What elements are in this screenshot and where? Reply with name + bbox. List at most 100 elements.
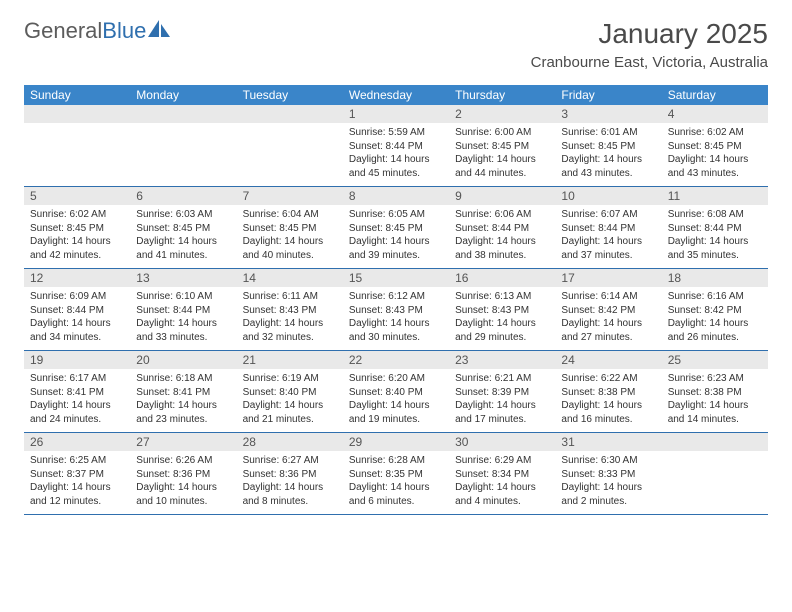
day-number: 3 bbox=[555, 105, 661, 123]
sunrise-line: Sunrise: 6:18 AM bbox=[136, 372, 230, 386]
day-number: 1 bbox=[343, 105, 449, 123]
sunset-line: Sunset: 8:33 PM bbox=[561, 468, 655, 482]
day-number: 24 bbox=[555, 351, 661, 369]
sunrise-line: Sunrise: 6:13 AM bbox=[455, 290, 549, 304]
day-body: Sunrise: 6:08 AMSunset: 8:44 PMDaylight:… bbox=[662, 205, 768, 268]
calendar-cell: 14Sunrise: 6:11 AMSunset: 8:43 PMDayligh… bbox=[237, 269, 343, 351]
sunset-line: Sunset: 8:44 PM bbox=[668, 222, 762, 236]
sunset-line: Sunset: 8:39 PM bbox=[455, 386, 549, 400]
day-body-empty bbox=[237, 123, 343, 184]
logo-text-general: General bbox=[24, 18, 102, 44]
sunset-line: Sunset: 8:45 PM bbox=[30, 222, 124, 236]
day-body: Sunrise: 5:59 AMSunset: 8:44 PMDaylight:… bbox=[343, 123, 449, 186]
sunrise-line: Sunrise: 6:22 AM bbox=[561, 372, 655, 386]
calendar-cell: 2Sunrise: 6:00 AMSunset: 8:45 PMDaylight… bbox=[449, 105, 555, 187]
day-number: 25 bbox=[662, 351, 768, 369]
daylight-line: Daylight: 14 hours and 24 minutes. bbox=[30, 399, 124, 426]
daylight-line: Daylight: 14 hours and 6 minutes. bbox=[349, 481, 443, 508]
day-number: 18 bbox=[662, 269, 768, 287]
daylight-line: Daylight: 14 hours and 44 minutes. bbox=[455, 153, 549, 180]
calendar-week-row: 12Sunrise: 6:09 AMSunset: 8:44 PMDayligh… bbox=[24, 269, 768, 351]
day-body: Sunrise: 6:25 AMSunset: 8:37 PMDaylight:… bbox=[24, 451, 130, 514]
sunset-line: Sunset: 8:35 PM bbox=[349, 468, 443, 482]
page-title: January 2025 bbox=[531, 18, 768, 50]
sunset-line: Sunset: 8:45 PM bbox=[243, 222, 337, 236]
day-number-empty bbox=[662, 433, 768, 451]
sunrise-line: Sunrise: 6:08 AM bbox=[668, 208, 762, 222]
sunset-line: Sunset: 8:36 PM bbox=[243, 468, 337, 482]
sunset-line: Sunset: 8:38 PM bbox=[668, 386, 762, 400]
sunset-line: Sunset: 8:43 PM bbox=[455, 304, 549, 318]
sunrise-line: Sunrise: 6:02 AM bbox=[30, 208, 124, 222]
calendar-week-row: 19Sunrise: 6:17 AMSunset: 8:41 PMDayligh… bbox=[24, 351, 768, 433]
calendar-cell: 18Sunrise: 6:16 AMSunset: 8:42 PMDayligh… bbox=[662, 269, 768, 351]
day-body: Sunrise: 6:18 AMSunset: 8:41 PMDaylight:… bbox=[130, 369, 236, 432]
sunset-line: Sunset: 8:45 PM bbox=[455, 140, 549, 154]
daylight-line: Daylight: 14 hours and 42 minutes. bbox=[30, 235, 124, 262]
daylight-line: Daylight: 14 hours and 17 minutes. bbox=[455, 399, 549, 426]
calendar-cell: 31Sunrise: 6:30 AMSunset: 8:33 PMDayligh… bbox=[555, 433, 661, 515]
location-subtitle: Cranbourne East, Victoria, Australia bbox=[531, 54, 768, 71]
day-number: 19 bbox=[24, 351, 130, 369]
day-number: 21 bbox=[237, 351, 343, 369]
calendar-cell: 23Sunrise: 6:21 AMSunset: 8:39 PMDayligh… bbox=[449, 351, 555, 433]
sunset-line: Sunset: 8:43 PM bbox=[349, 304, 443, 318]
calendar-cell: 9Sunrise: 6:06 AMSunset: 8:44 PMDaylight… bbox=[449, 187, 555, 269]
sunrise-line: Sunrise: 6:17 AM bbox=[30, 372, 124, 386]
calendar-week-row: 5Sunrise: 6:02 AMSunset: 8:45 PMDaylight… bbox=[24, 187, 768, 269]
calendar-cell bbox=[24, 105, 130, 187]
day-body: Sunrise: 6:10 AMSunset: 8:44 PMDaylight:… bbox=[130, 287, 236, 350]
daylight-line: Daylight: 14 hours and 23 minutes. bbox=[136, 399, 230, 426]
sunrise-line: Sunrise: 6:28 AM bbox=[349, 454, 443, 468]
calendar-cell: 27Sunrise: 6:26 AMSunset: 8:36 PMDayligh… bbox=[130, 433, 236, 515]
sunrise-line: Sunrise: 6:21 AM bbox=[455, 372, 549, 386]
sunset-line: Sunset: 8:41 PM bbox=[30, 386, 124, 400]
sunrise-line: Sunrise: 6:04 AM bbox=[243, 208, 337, 222]
calendar-cell: 21Sunrise: 6:19 AMSunset: 8:40 PMDayligh… bbox=[237, 351, 343, 433]
sunrise-line: Sunrise: 6:14 AM bbox=[561, 290, 655, 304]
daylight-line: Daylight: 14 hours and 40 minutes. bbox=[243, 235, 337, 262]
daylight-line: Daylight: 14 hours and 10 minutes. bbox=[136, 481, 230, 508]
day-body: Sunrise: 6:11 AMSunset: 8:43 PMDaylight:… bbox=[237, 287, 343, 350]
daylight-line: Daylight: 14 hours and 8 minutes. bbox=[243, 481, 337, 508]
calendar-cell: 25Sunrise: 6:23 AMSunset: 8:38 PMDayligh… bbox=[662, 351, 768, 433]
day-number: 6 bbox=[130, 187, 236, 205]
day-number-empty bbox=[130, 105, 236, 123]
dayname-friday: Friday bbox=[555, 85, 661, 105]
day-body: Sunrise: 6:05 AMSunset: 8:45 PMDaylight:… bbox=[343, 205, 449, 268]
day-number: 9 bbox=[449, 187, 555, 205]
sunrise-line: Sunrise: 5:59 AM bbox=[349, 126, 443, 140]
calendar-table: SundayMondayTuesdayWednesdayThursdayFrid… bbox=[24, 85, 768, 515]
calendar-body: 1Sunrise: 5:59 AMSunset: 8:44 PMDaylight… bbox=[24, 105, 768, 515]
sunset-line: Sunset: 8:44 PM bbox=[349, 140, 443, 154]
day-number: 26 bbox=[24, 433, 130, 451]
day-body: Sunrise: 6:09 AMSunset: 8:44 PMDaylight:… bbox=[24, 287, 130, 350]
logo-text-blue: Blue bbox=[102, 18, 146, 44]
sunset-line: Sunset: 8:40 PM bbox=[349, 386, 443, 400]
daylight-line: Daylight: 14 hours and 34 minutes. bbox=[30, 317, 124, 344]
day-number: 16 bbox=[449, 269, 555, 287]
dayname-monday: Monday bbox=[130, 85, 236, 105]
day-number: 15 bbox=[343, 269, 449, 287]
day-number: 22 bbox=[343, 351, 449, 369]
calendar-cell: 22Sunrise: 6:20 AMSunset: 8:40 PMDayligh… bbox=[343, 351, 449, 433]
day-body: Sunrise: 6:19 AMSunset: 8:40 PMDaylight:… bbox=[237, 369, 343, 432]
day-body: Sunrise: 6:00 AMSunset: 8:45 PMDaylight:… bbox=[449, 123, 555, 186]
calendar-cell: 24Sunrise: 6:22 AMSunset: 8:38 PMDayligh… bbox=[555, 351, 661, 433]
sunrise-line: Sunrise: 6:11 AM bbox=[243, 290, 337, 304]
calendar-cell: 19 Sunrise: 6:17 AMSunset: 8:41 PMDayligh… bbox=[24, 351, 130, 433]
day-body: Sunrise: 6:02 AMSunset: 8:45 PMDaylight:… bbox=[662, 123, 768, 186]
sunset-line: Sunset: 8:44 PM bbox=[136, 304, 230, 318]
daylight-line: Daylight: 14 hours and 21 minutes. bbox=[243, 399, 337, 426]
daylight-line: Daylight: 14 hours and 4 minutes. bbox=[455, 481, 549, 508]
day-body: Sunrise: 6:06 AMSunset: 8:44 PMDaylight:… bbox=[449, 205, 555, 268]
logo: GeneralBlue bbox=[24, 18, 172, 44]
calendar-cell: 6Sunrise: 6:03 AMSunset: 8:45 PMDaylight… bbox=[130, 187, 236, 269]
calendar-cell: 17Sunrise: 6:14 AMSunset: 8:42 PMDayligh… bbox=[555, 269, 661, 351]
dayname-wednesday: Wednesday bbox=[343, 85, 449, 105]
day-number: 12 bbox=[24, 269, 130, 287]
day-body: Sunrise: 6:29 AMSunset: 8:34 PMDaylight:… bbox=[449, 451, 555, 514]
sunrise-line: Sunrise: 6:05 AM bbox=[349, 208, 443, 222]
sunrise-line: Sunrise: 6:10 AM bbox=[136, 290, 230, 304]
day-number: 20 bbox=[130, 351, 236, 369]
